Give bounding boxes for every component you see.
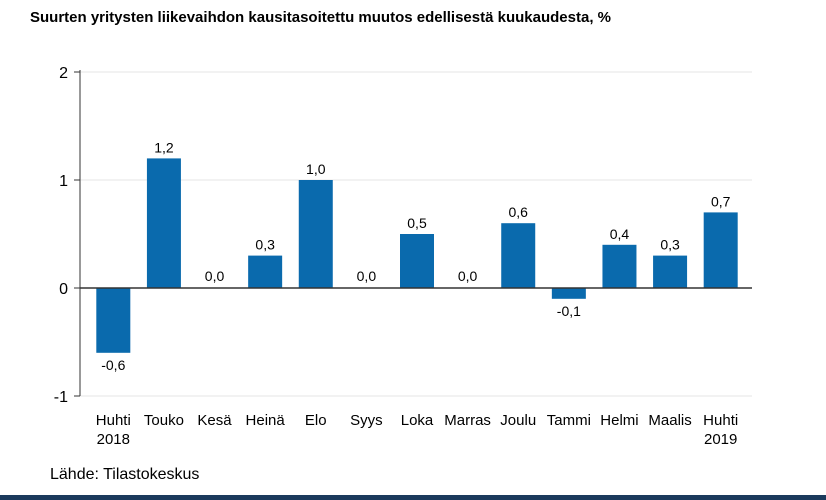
data-label: 0,7	[711, 193, 731, 209]
data-label: 0,0	[458, 268, 478, 284]
bar	[703, 212, 738, 288]
y-tick-label: 1	[59, 173, 68, 190]
x-tick-label: Syys	[350, 412, 383, 429]
x-tick-label: Joulu	[500, 412, 536, 429]
x-tick-label: Huhti	[96, 412, 131, 429]
bars	[96, 158, 738, 353]
bar	[602, 244, 637, 288]
data-label: 1,2	[154, 139, 174, 155]
y-axis: -1 0 1 2	[54, 65, 81, 406]
chart-title: Suurten yritysten liikevaihdon kausitaso…	[30, 9, 611, 26]
x-axis-labels: Huhti 2018 Touko Kesä Heinä Elo Syys Loka Marras…	[96, 412, 738, 448]
bar	[501, 223, 536, 288]
x-tick-label: Heinä	[246, 412, 286, 429]
data-label: -0,6	[101, 357, 125, 373]
x-tick-label: Tammi	[547, 412, 591, 429]
bar	[146, 158, 181, 288]
x-tick-label: Maalis	[648, 412, 691, 429]
bar	[400, 234, 434, 288]
x-tick-label: Huhti	[703, 412, 738, 429]
x-tick-label: Marras	[444, 412, 491, 429]
data-label: 0,0	[357, 268, 377, 284]
bar	[96, 288, 131, 353]
data-labels: -0,6 1,2 0,0 0,3 1,0 0,0 0,5 0,0 0,6 -0,1 0,4 0,3 0,…	[101, 139, 730, 372]
gridlines	[80, 71, 752, 397]
bottom-divider	[0, 495, 826, 500]
data-label: 1,0	[306, 161, 326, 177]
x-tick-label: Kesä	[197, 412, 232, 429]
data-label: 0,3	[660, 237, 680, 253]
y-tick-label: 2	[59, 65, 68, 82]
x-tick-label: Touko	[144, 412, 184, 429]
y-tick-label: 0	[59, 281, 68, 298]
bar	[298, 180, 333, 288]
bar	[653, 255, 688, 288]
data-label: -0,1	[557, 303, 581, 319]
x-tick-label: 2019	[704, 431, 737, 448]
x-tick-label: 2018	[97, 431, 130, 448]
data-label: 0,5	[407, 215, 427, 231]
bar	[248, 255, 283, 288]
x-tick-label: Elo	[305, 412, 327, 429]
data-label: 0,0	[205, 268, 225, 284]
data-label: 0,6	[508, 204, 528, 220]
source-note: Lähde: Tilastokeskus	[50, 466, 200, 483]
x-tick-label: Loka	[401, 412, 434, 429]
y-tick-label: -1	[54, 389, 68, 406]
data-label: 0,4	[610, 226, 630, 242]
data-label: 0,3	[255, 237, 275, 253]
x-tick-label: Helmi	[600, 412, 638, 429]
bar	[551, 288, 586, 299]
